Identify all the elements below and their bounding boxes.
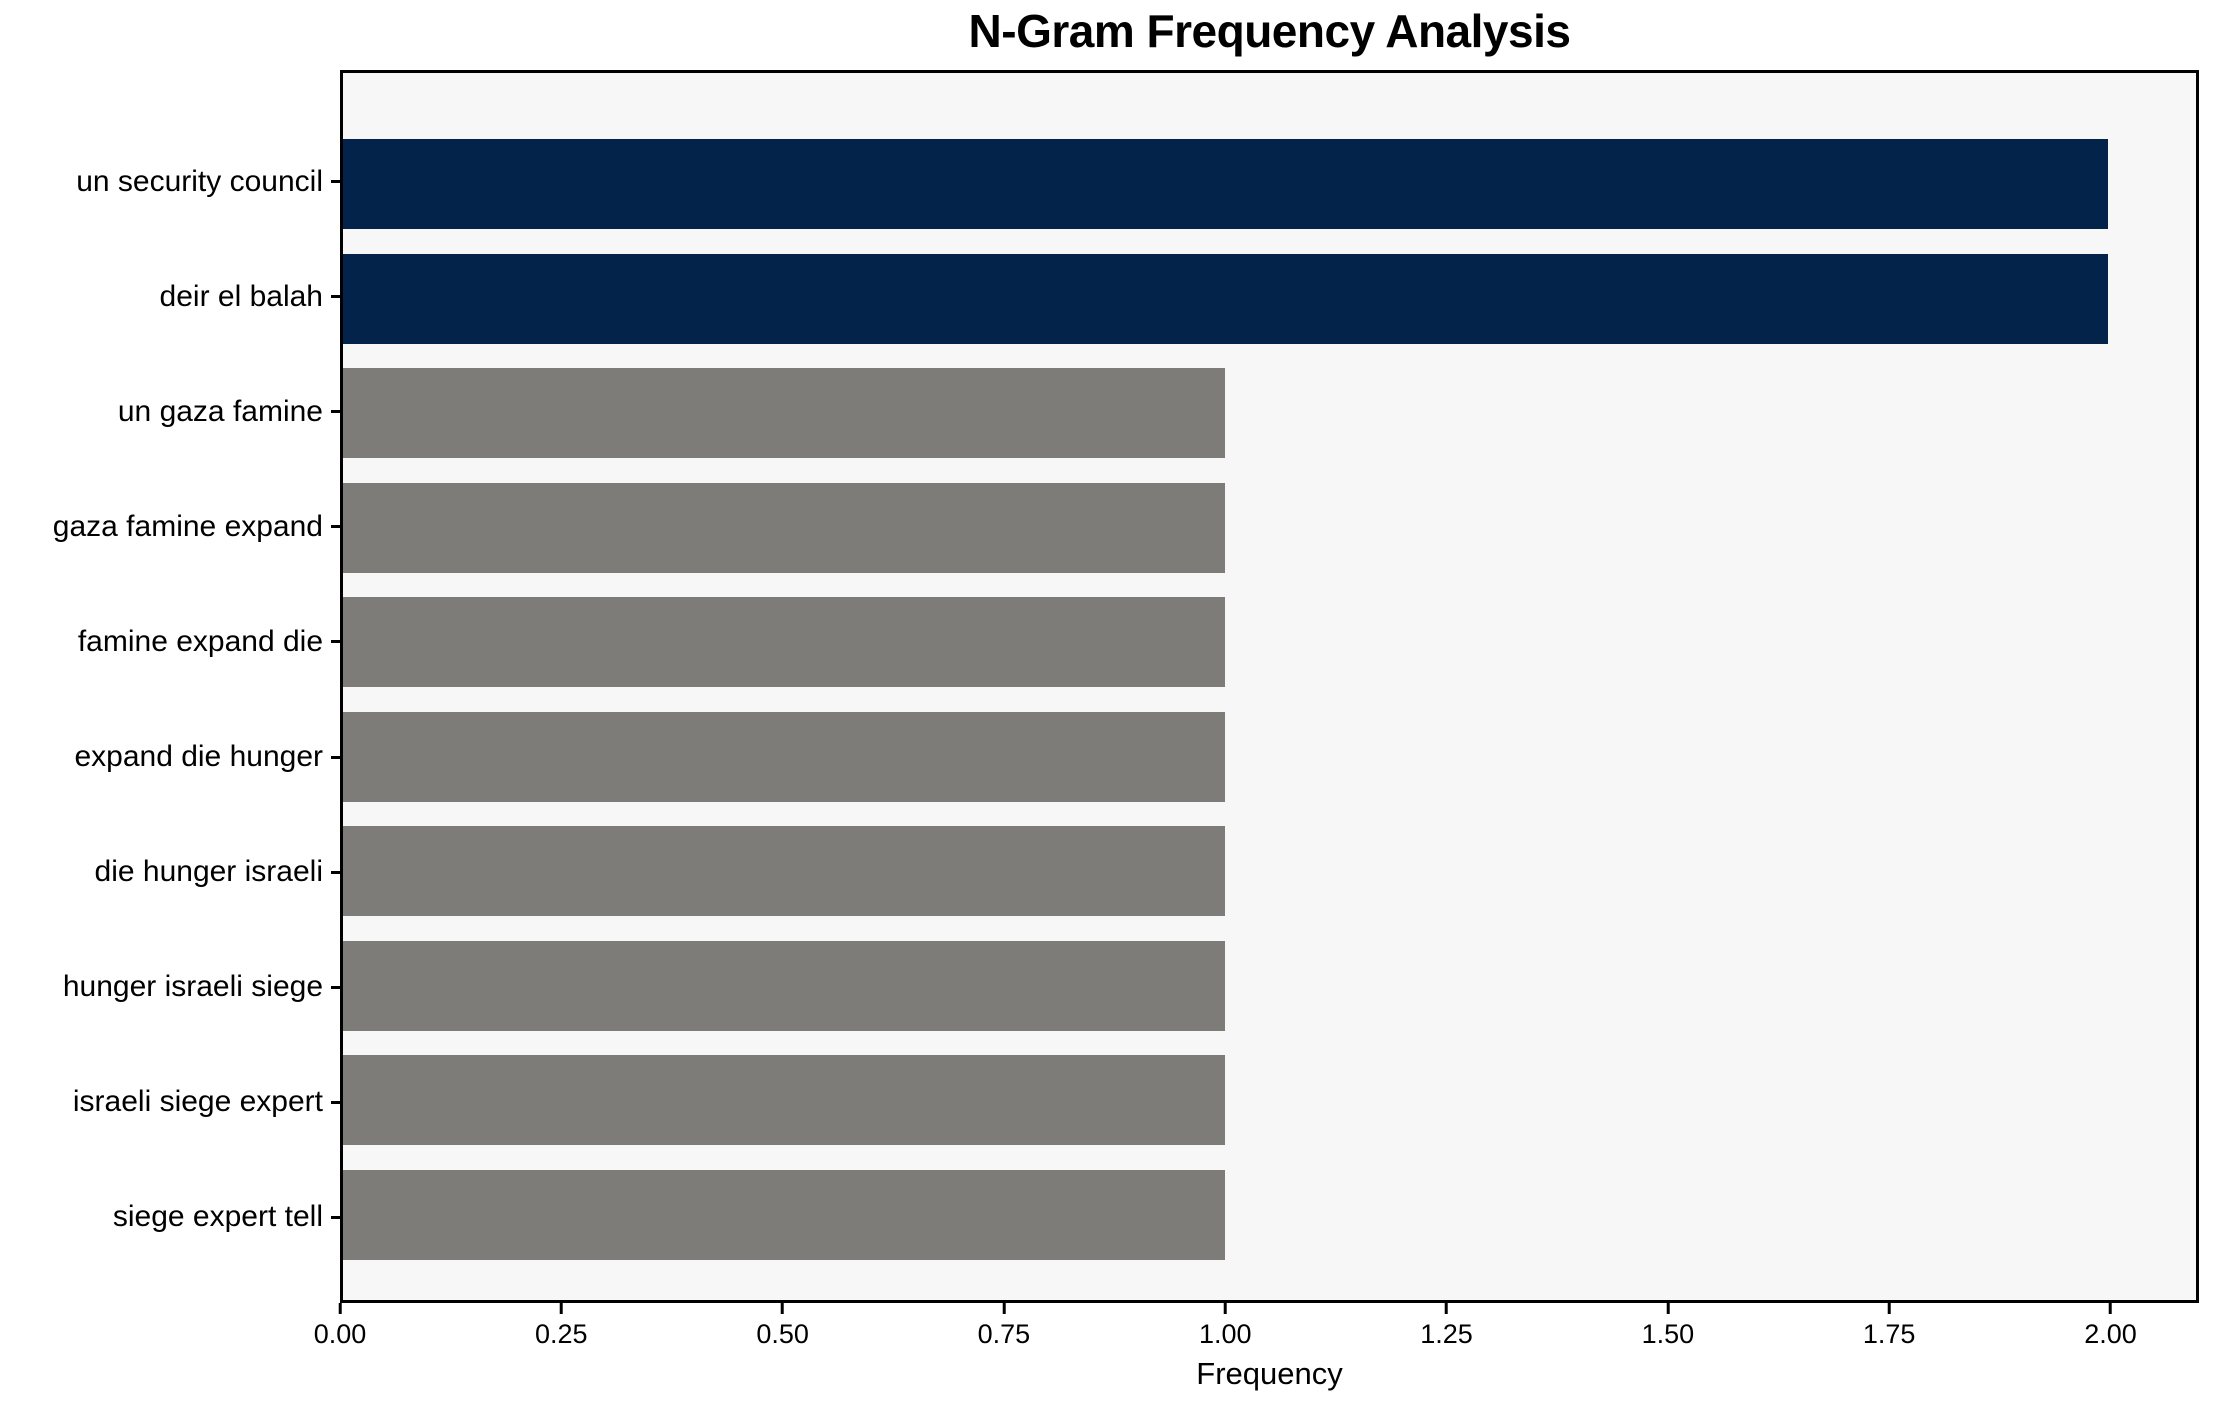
x-tick-mark <box>338 1303 342 1314</box>
y-tick-row: deir el balah <box>0 239 340 354</box>
y-tick-mark <box>331 525 340 529</box>
bar-row <box>343 585 2196 700</box>
bar-row <box>343 700 2196 815</box>
y-tick-row: un security council <box>0 124 340 239</box>
y-tick-label: israeli siege expert <box>72 1085 323 1119</box>
y-tick-row: siege expert tell <box>0 1160 340 1275</box>
x-tick-mark <box>781 1303 785 1314</box>
bar <box>343 368 1226 459</box>
y-tick-mark <box>331 1100 340 1104</box>
y-tick-row: hunger israeli siege <box>0 930 340 1045</box>
x-tick-label: 0.00 <box>313 1319 367 1349</box>
y-tick-mark <box>331 640 340 644</box>
y-tick-mark <box>331 1215 340 1219</box>
y-tick-label: expand die hunger <box>74 740 323 774</box>
bar-row <box>343 127 2196 242</box>
bar <box>343 597 1226 688</box>
y-tick-mark <box>331 410 340 414</box>
y-tick-row: die hunger israeli <box>0 815 340 930</box>
x-tick-label: 0.50 <box>756 1319 809 1349</box>
x-tick: 1.25 <box>1420 1303 1473 1350</box>
x-tick-mark <box>1445 1303 1449 1314</box>
x-tick-label: 1.25 <box>1420 1319 1473 1349</box>
bar-row <box>343 1158 2196 1273</box>
x-tick-mark <box>1666 1303 1670 1314</box>
x-tick-mark <box>2108 1303 2112 1314</box>
x-tick-mark <box>1887 1303 1891 1314</box>
x-tick: 1.75 <box>1862 1303 1916 1350</box>
y-tick-mark <box>331 755 340 759</box>
x-tick-label: 1.00 <box>1198 1319 1252 1349</box>
x-tick-label: 0.75 <box>977 1319 1031 1349</box>
bar-row <box>343 471 2196 586</box>
y-tick-label: gaza famine expand <box>52 509 323 543</box>
y-tick-mark <box>331 985 340 989</box>
bar <box>343 711 1226 802</box>
x-tick: 0.00 <box>313 1303 367 1350</box>
y-tick-mark <box>331 180 340 184</box>
chart-title: N-Gram Frequency Analysis <box>968 5 1571 57</box>
x-tick: 2.00 <box>2084 1303 2137 1350</box>
y-axis: un security council deir el balah un gaza … <box>0 70 340 1303</box>
bar <box>343 940 1226 1031</box>
y-tick-label: hunger israeli siege <box>62 970 323 1004</box>
x-tick: 1.50 <box>1641 1303 1695 1350</box>
x-tick-mark <box>559 1303 563 1314</box>
plot-area <box>340 70 2199 1303</box>
bar-row <box>343 242 2196 357</box>
x-tick-label: 1.75 <box>1862 1319 1916 1349</box>
x-tick-mark <box>1002 1303 1006 1314</box>
bar <box>343 826 1226 917</box>
x-tick-label: 1.50 <box>1641 1319 1695 1349</box>
bar-row <box>343 929 2196 1044</box>
bar-row <box>343 814 2196 929</box>
bars-container <box>343 73 2196 1300</box>
x-tick: 1.00 <box>1199 1303 1252 1350</box>
bar <box>343 253 2108 344</box>
y-tick-label: deir el balah <box>159 279 323 313</box>
x-tick-label: 0.25 <box>535 1319 588 1349</box>
y-tick-label: un gaza famine <box>117 394 323 428</box>
x-tick: 0.50 <box>756 1303 809 1350</box>
y-tick-row: un gaza famine <box>0 354 340 469</box>
y-tick-label: un security council <box>76 164 323 198</box>
y-tick-label: siege expert tell <box>112 1200 323 1234</box>
bar <box>343 482 1226 573</box>
y-tick-mark <box>331 870 340 874</box>
y-tick-row: gaza famine expand <box>0 469 340 584</box>
bar <box>343 139 2108 230</box>
bar-row <box>343 1043 2196 1158</box>
x-axis: 0.00 0.25 0.50 0.75 1.00 1.25 1.50 1.75 2.00 <box>314 1303 2199 1383</box>
y-tick-row: expand die hunger <box>0 699 340 814</box>
y-tick-row: israeli siege expert <box>0 1045 340 1160</box>
x-tick-mark <box>1223 1303 1227 1314</box>
y-tick-label: famine expand die <box>77 624 323 658</box>
x-tick: 0.25 <box>535 1303 588 1350</box>
bar <box>343 1055 1226 1146</box>
bar-row <box>343 356 2196 471</box>
bar <box>343 1169 1226 1260</box>
y-tick-label: die hunger israeli <box>94 855 323 889</box>
x-axis-label: Frequency <box>1196 1356 1343 1391</box>
x-tick-label: 2.00 <box>2084 1319 2137 1349</box>
y-tick-row: famine expand die <box>0 584 340 699</box>
x-tick: 0.75 <box>977 1303 1031 1350</box>
y-tick-mark <box>331 295 340 299</box>
